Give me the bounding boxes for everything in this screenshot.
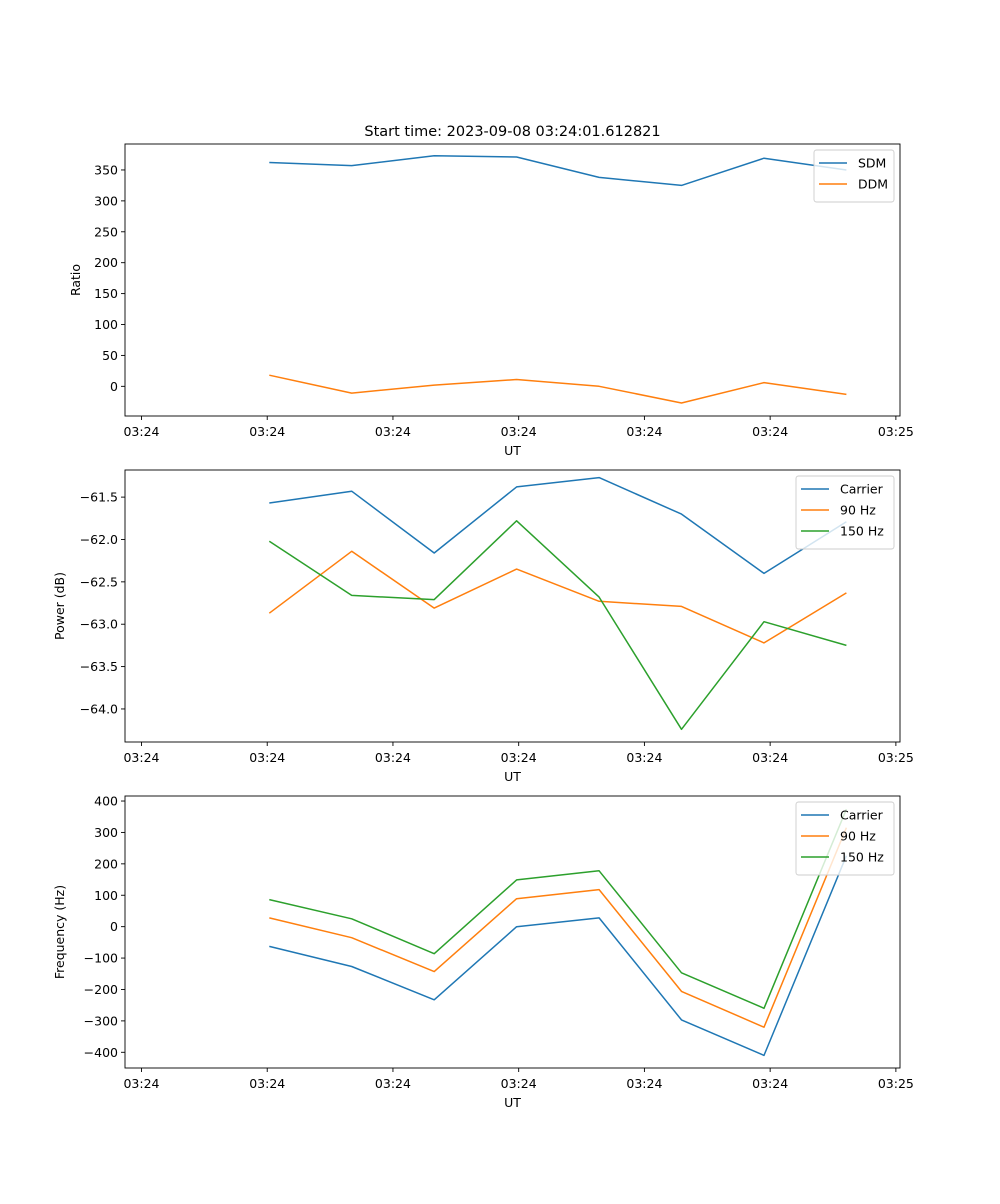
y-tick-label: 50	[102, 348, 118, 363]
panel-2: −64.0 −63.5 −63.0 −62.5 −62.0 −61.5 03:24 03:24…	[52, 469, 914, 784]
y-tick-label: 0	[110, 919, 118, 934]
x-tick-label: 03:24	[501, 424, 537, 439]
x-tick-label: 03:24	[752, 1076, 788, 1091]
legend-label: 150 Hz	[840, 524, 884, 539]
x-tick-label: 03:24	[626, 1076, 662, 1091]
y-tick-label: −300	[84, 1013, 118, 1028]
series-line-carrier	[269, 855, 848, 1057]
legend: Carrier 90 Hz 150 Hz	[795, 475, 895, 550]
legend: Carrier 90 Hz 150 Hz	[795, 801, 895, 876]
axes-frame	[124, 469, 901, 743]
y-tick-label: 300	[94, 825, 118, 840]
y-axis-label: Frequency (Hz)	[52, 885, 67, 979]
x-axis-label: UT	[504, 769, 521, 784]
series-line-90-hz	[269, 827, 848, 1028]
x-tick-label: 03:24	[249, 1076, 285, 1091]
y-tick-label: 200	[94, 255, 118, 270]
x-axis-label: UT	[504, 1095, 521, 1110]
x-tick-label: 03:24	[123, 1076, 159, 1091]
x-tick-label: 03:24	[375, 750, 411, 765]
series-line-150-hz	[268, 520, 847, 731]
x-tick-label: 03:25	[878, 1076, 914, 1091]
series-line-carrier	[269, 476, 847, 575]
series-line-90-hz	[268, 550, 847, 644]
y-axis-label: Ratio	[68, 264, 83, 296]
y-tick-label: −63.5	[80, 659, 118, 674]
y-tick-label: 400	[94, 794, 118, 809]
x-tick-label: 03:25	[878, 424, 914, 439]
y-tick-label: 250	[94, 224, 118, 239]
series-line-ddm	[269, 374, 847, 404]
legend-label: 90 Hz	[840, 503, 876, 518]
legend: SDM DDM	[813, 149, 895, 203]
x-tick-label: 03:24	[123, 750, 159, 765]
legend-label: Carrier	[840, 808, 884, 823]
x-tick-label: 03:24	[249, 750, 285, 765]
legend-label: 90 Hz	[840, 829, 876, 844]
y-tick-label: −100	[84, 951, 118, 966]
legend-label: DDM	[858, 177, 888, 192]
y-tick-label: −200	[84, 982, 118, 997]
panel-3: −400 −300 −200 −100 0 100 200 300 400 03:24 03:24 0…	[52, 794, 914, 1110]
x-tick-label: 03:24	[375, 1076, 411, 1091]
x-tick-label: 03:24	[123, 424, 159, 439]
x-tick-label: 03:24	[249, 424, 285, 439]
x-tick-label: 03:24	[626, 750, 662, 765]
legend-label: 150 Hz	[840, 850, 884, 865]
y-tick-label: −63.0	[80, 617, 118, 632]
y-tick-label: −62.0	[80, 532, 118, 547]
legend-label: Carrier	[840, 482, 884, 497]
series-line-sdm	[269, 154, 847, 187]
x-tick-label: 03:25	[878, 750, 914, 765]
axes-frame	[124, 795, 901, 1069]
y-tick-label: −400	[84, 1045, 118, 1060]
y-tick-label: −62.5	[80, 574, 118, 589]
x-tick-label: 03:24	[752, 424, 788, 439]
y-tick-label: 0	[110, 379, 118, 394]
y-tick-label: −64.0	[80, 701, 118, 716]
y-tick-label: −61.5	[80, 490, 118, 505]
y-tick-label: 150	[94, 286, 118, 301]
x-tick-label: 03:24	[501, 1076, 537, 1091]
y-axis-label: Power (dB)	[52, 572, 67, 640]
x-axis-label: UT	[504, 443, 521, 458]
axes-frame	[124, 143, 901, 417]
figure-title: Start time: 2023-09-08 03:24:01.612821	[364, 124, 660, 140]
y-tick-label: 200	[94, 856, 118, 871]
panel-1: 0 50 100 150 200 250 300 350 03:24 03:24 03:24 03:2…	[68, 143, 914, 458]
series-line-150-hz	[269, 808, 848, 1010]
x-tick-label: 03:24	[752, 750, 788, 765]
y-tick-label: 100	[94, 317, 118, 332]
y-tick-label: 300	[94, 193, 118, 208]
legend-label: SDM	[858, 156, 886, 171]
x-tick-label: 03:24	[501, 750, 537, 765]
y-tick-label: 100	[94, 888, 118, 903]
x-tick-label: 03:24	[375, 424, 411, 439]
y-tick-label: 350	[94, 162, 118, 177]
x-tick-label: 03:24	[626, 424, 662, 439]
